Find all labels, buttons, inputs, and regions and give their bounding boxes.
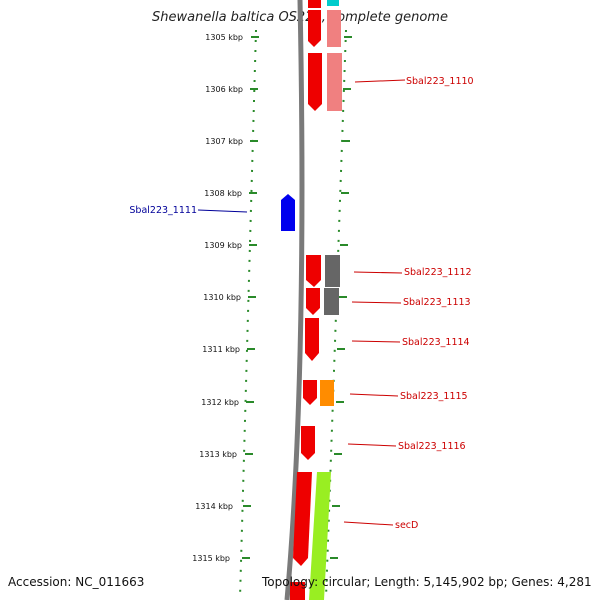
cog-bar xyxy=(327,10,341,47)
cog-bars xyxy=(309,10,342,600)
gene-label[interactable]: Sbal223_1110 xyxy=(406,76,474,87)
cog-bar xyxy=(325,255,340,287)
kbp-label: 1314 kbp xyxy=(195,502,233,511)
gene-partial-bottom xyxy=(290,582,305,600)
forward-genes[interactable] xyxy=(290,10,322,600)
kbp-label: 1307 kbp xyxy=(205,137,243,146)
gene-arrow[interactable] xyxy=(301,426,315,460)
gene-arrow[interactable] xyxy=(305,318,319,361)
gene-labels: Sbal223_1110 Sbal223_1111 Sbal223_1112 S… xyxy=(129,76,473,531)
cog-bar xyxy=(320,380,334,406)
gene-label[interactable]: Sbal223_1115 xyxy=(400,391,468,402)
cog-partial-top xyxy=(327,0,339,6)
gene-arrow[interactable] xyxy=(308,53,322,111)
gene-label[interactable]: Sbal223_1112 xyxy=(404,267,472,278)
kbp-labels: 1305 kbp 1306 kbp 1307 kbp 1308 kbp 1309… xyxy=(192,33,243,563)
kbp-label: 1310 kbp xyxy=(203,293,241,302)
kbp-label: 1308 kbp xyxy=(204,189,242,198)
gene-arrow[interactable] xyxy=(303,380,317,405)
genome-backbone xyxy=(284,0,305,600)
kbp-label: 1306 kbp xyxy=(205,85,243,94)
gene-label[interactable]: Sbal223_1114 xyxy=(402,337,470,348)
kbp-label: 1313 kbp xyxy=(199,450,237,459)
gene-label[interactable]: secD xyxy=(395,520,418,531)
accession-text: Accession: NC_011663 xyxy=(8,575,145,589)
gene-arrow[interactable] xyxy=(306,288,320,315)
kbp-label: 1309 kbp xyxy=(204,241,242,250)
gene-label[interactable]: Sbal223_1113 xyxy=(403,297,471,308)
gene-arrow-reverse[interactable] xyxy=(281,194,295,231)
major-ticks xyxy=(242,36,352,559)
kbp-label: 1315 kbp xyxy=(192,554,230,563)
gene-arrow[interactable] xyxy=(306,255,321,287)
kbp-label: 1312 kbp xyxy=(201,398,239,407)
cog-bar xyxy=(309,472,331,600)
gene-label[interactable]: Sbal223_1111 xyxy=(129,205,197,216)
leader-lines xyxy=(197,79,406,526)
gene-label[interactable]: Sbal223_1116 xyxy=(398,441,466,452)
tick-column-left xyxy=(239,29,257,599)
kbp-label: 1305 kbp xyxy=(205,33,243,42)
cog-bar xyxy=(327,53,342,111)
gene-arrow[interactable] xyxy=(293,472,312,566)
kbp-label: 1311 kbp xyxy=(202,345,240,354)
gene-partial-top xyxy=(308,0,321,8)
cog-bar xyxy=(324,288,339,315)
gene-arrow[interactable] xyxy=(308,10,321,47)
topology-text: Topology: circular; Length: 5,145,902 bp… xyxy=(262,575,592,589)
